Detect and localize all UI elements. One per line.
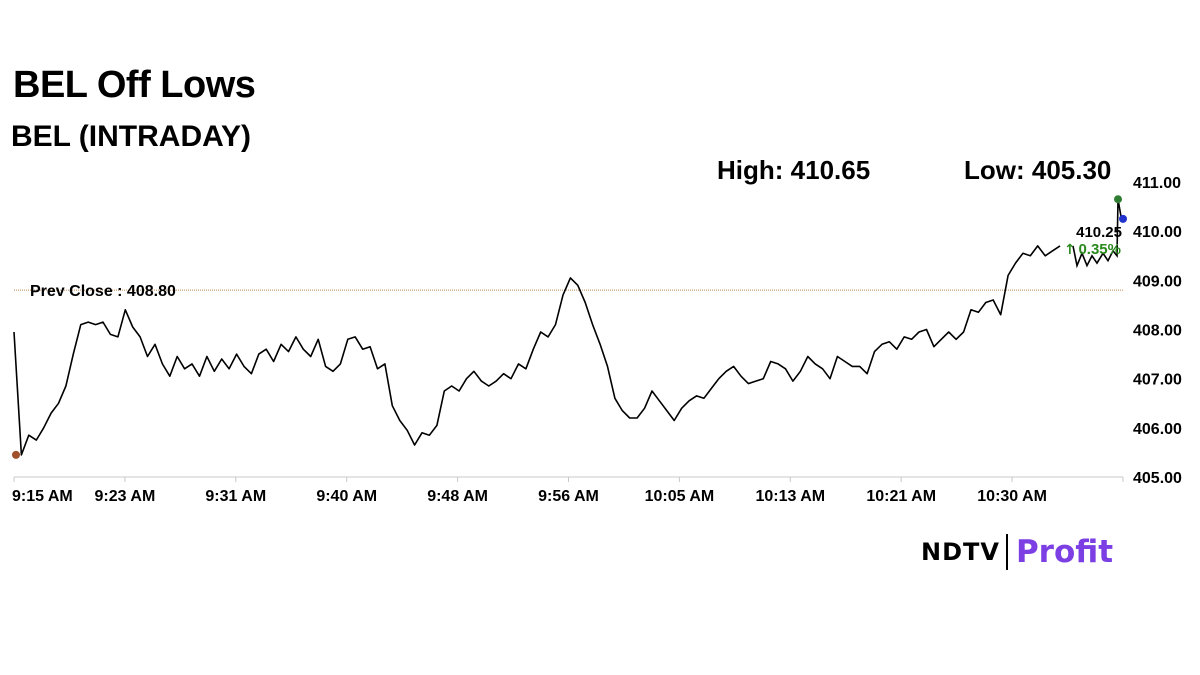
page-title: BEL Off Lows (13, 64, 256, 106)
x-tick-label: 10:30 AM (977, 488, 1047, 505)
y-tick-label: 409.00 (1133, 273, 1182, 290)
high-marker (1114, 195, 1122, 204)
x-tick-label: 9:31 AM (205, 488, 266, 505)
x-tick-label: 9:23 AM (95, 488, 156, 505)
high-value: High: 410.65 (717, 155, 871, 185)
brand-profit: Profit (1015, 534, 1114, 570)
y-tick-label: 405.00 (1133, 470, 1182, 487)
brand-divider (1005, 534, 1008, 570)
y-tick-label: 407.00 (1133, 372, 1182, 389)
brand-ndtv: NDTV (921, 538, 1000, 566)
y-tick-label: 408.00 (1133, 323, 1182, 340)
last-price-label: 410.25 (1076, 224, 1122, 241)
x-tick-label: 10:05 AM (645, 488, 715, 505)
x-tick-label: 9:48 AM (427, 488, 488, 505)
chart-subtitle: BEL (INTRADAY) (11, 120, 252, 153)
prev-close-label: Prev Close : 408.80 (30, 283, 176, 300)
x-tick-label: 10:13 AM (755, 488, 825, 505)
up-arrow-icon: ↑ (1064, 242, 1076, 258)
y-tick-label: 411.00 (1133, 175, 1181, 192)
ndtv-profit-logo: NDTV Profit (921, 530, 1113, 574)
low-marker (12, 450, 20, 459)
x-tick-label: 10:21 AM (866, 488, 936, 505)
x-axis-ticks: 9:15 AM 9:23 AM 9:31 AM 9:40 AM 9:48 AM 9:56 … (12, 477, 1124, 505)
x-tick-label: 9:15 AM (12, 488, 73, 505)
x-tick-label: 9:56 AM (538, 488, 599, 505)
y-tick-label: 410.00 (1133, 224, 1182, 241)
x-tick-label: 9:40 AM (316, 488, 377, 505)
last-price-marker (1119, 214, 1127, 223)
percent-change-label: 0.35% (1078, 241, 1121, 258)
y-tick-label: 406.00 (1133, 421, 1182, 438)
low-value: Low: 405.30 (964, 155, 1112, 185)
y-axis-ticks: 405.00 406.00 407.00 408.00 409.00 410.00 411.… (1133, 175, 1182, 487)
price-series-line (13, 245, 1061, 456)
prev-close-group: Prev Close : 408.80 (14, 283, 1123, 300)
